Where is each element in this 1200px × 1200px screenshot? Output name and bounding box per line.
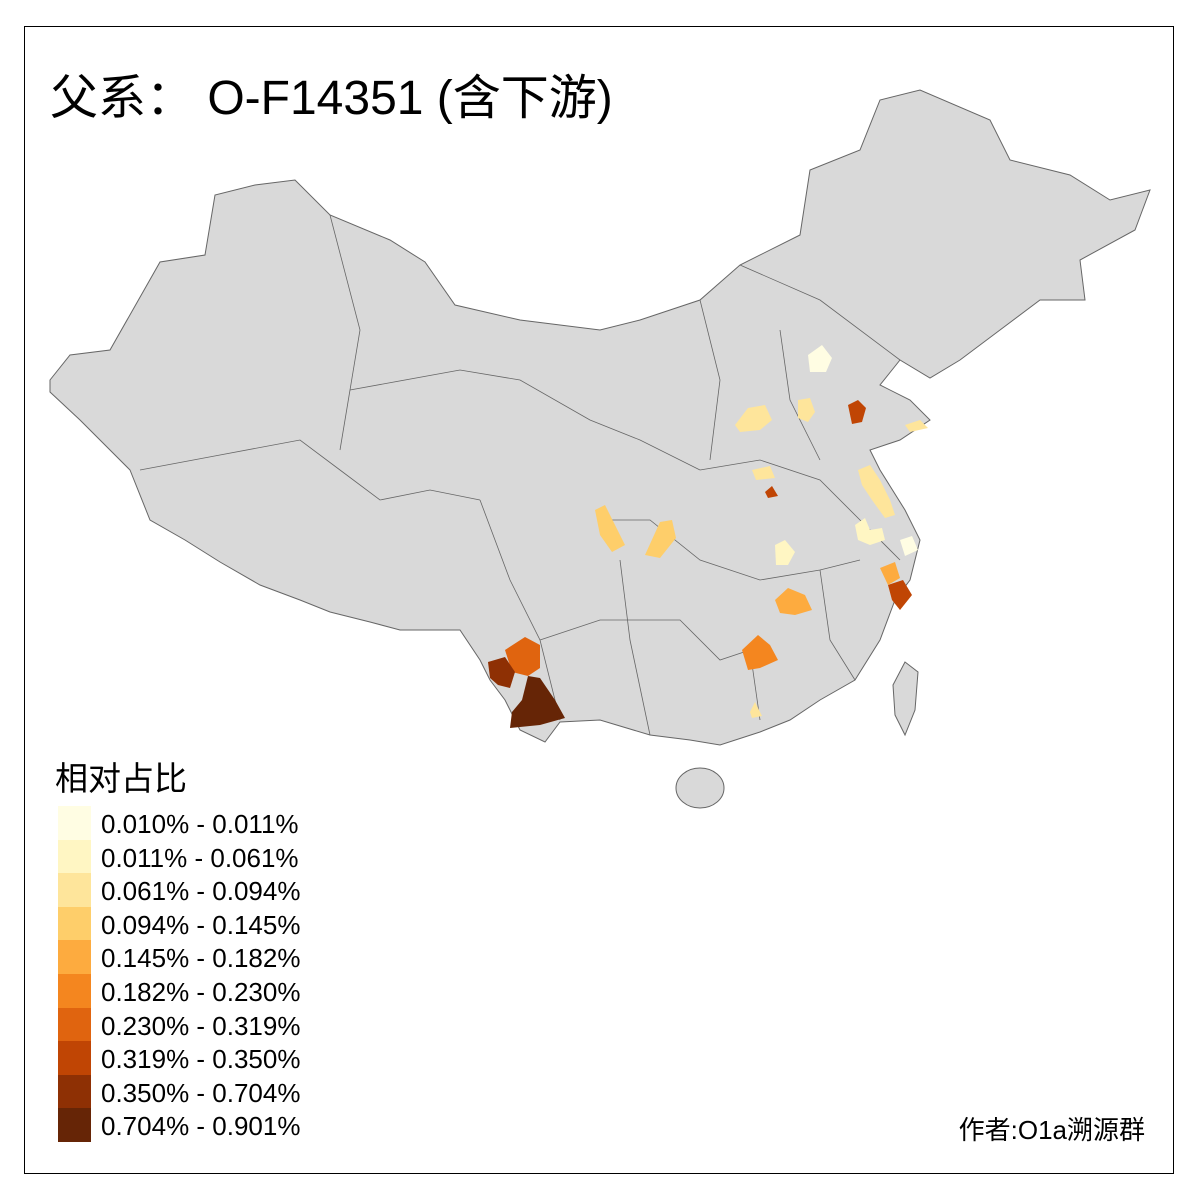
map-region: [595, 505, 625, 552]
legend-label: 0.145% - 0.182%: [101, 943, 301, 974]
map-region: [855, 518, 885, 545]
mainland-outline: [49, 89, 1151, 746]
map-region: [505, 637, 540, 676]
legend-label: 0.011% - 0.061%: [101, 842, 299, 873]
map-region: [645, 520, 676, 558]
legend-swatch: [58, 1041, 91, 1075]
legend-label: 0.094% - 0.145%: [101, 909, 301, 940]
legend-item: 0.145% - 0.182%: [58, 940, 358, 974]
legend-swatch: [58, 1074, 91, 1109]
map-region: [735, 405, 772, 432]
legend-item: 0.011% - 0.061%: [58, 839, 358, 874]
legend-item: 0.319% - 0.350%: [58, 1041, 358, 1075]
legend-title: 相对占比: [55, 760, 187, 797]
legend-swatch: [58, 839, 91, 874]
map-region: [848, 400, 866, 424]
map-region: [905, 420, 928, 432]
legend-item: 0.704% - 0.901%: [58, 1108, 358, 1142]
taiwan-island: [892, 661, 919, 737]
map-region: [888, 580, 912, 610]
legend-label: 0.350% - 0.704%: [101, 1077, 301, 1108]
legend-swatch: [58, 1108, 91, 1142]
map-region: [742, 635, 778, 670]
legend-label: 0.182% - 0.230%: [101, 977, 301, 1007]
legend-swatch: [58, 1007, 91, 1042]
legend-swatch: [58, 940, 91, 974]
legend-item: 0.094% - 0.145%: [58, 906, 358, 941]
legend-label: 0.319% - 0.350%: [101, 1044, 301, 1075]
legend-item: 0.010% - 0.011%: [58, 806, 358, 840]
legend-swatch: [58, 906, 91, 941]
legend-item: 0.182% - 0.230%: [58, 974, 358, 1008]
map-region: [775, 588, 812, 615]
map-region: [510, 676, 565, 728]
map-region: [880, 562, 900, 585]
map-region: [750, 702, 762, 718]
map-region: [858, 465, 895, 518]
map-region: [798, 398, 815, 422]
legend-label: 0.704% - 0.901%: [101, 1111, 301, 1142]
map-title: 父系： O-F14351 (含下游): [50, 72, 613, 125]
legend-swatch: [58, 974, 91, 1008]
legend-item: 0.061% - 0.094%: [58, 873, 358, 907]
legend-item: 0.350% - 0.704%: [58, 1074, 358, 1109]
figure-border: [24, 26, 1174, 1174]
legend-label: 0.061% - 0.094%: [101, 876, 301, 907]
legend-item: 0.230% - 0.319%: [58, 1007, 358, 1042]
hainan-island: [675, 767, 725, 809]
legend-swatch: [58, 873, 91, 907]
legend-swatch: [58, 806, 91, 840]
map-region: [488, 657, 515, 688]
legend-label: 0.010% - 0.011%: [101, 809, 299, 839]
map-region: [765, 486, 778, 498]
legend-label: 0.230% - 0.319%: [101, 1010, 301, 1041]
map-region: [775, 540, 795, 565]
map-region: [808, 345, 832, 372]
author-credit: 作者:O1a溯源群: [958, 1115, 1145, 1145]
map-region: [900, 536, 918, 556]
map-region: [752, 466, 775, 480]
